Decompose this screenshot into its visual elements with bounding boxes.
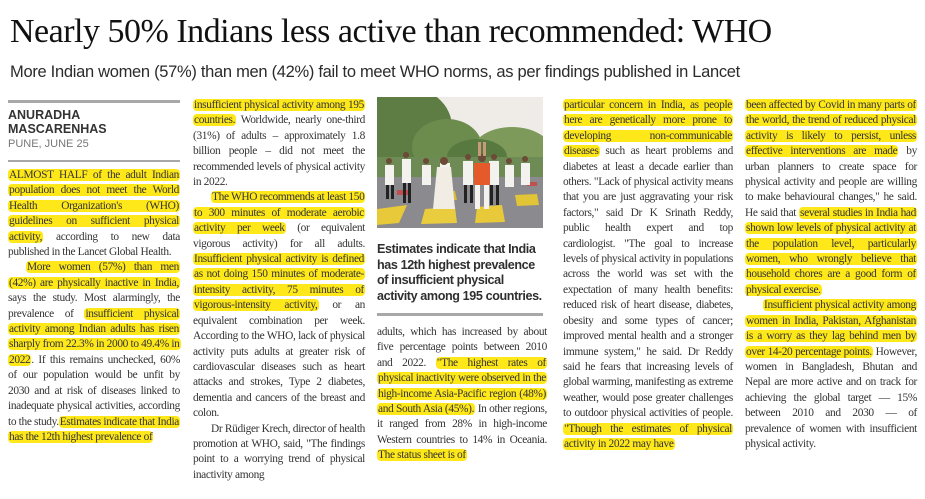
paragraph: Insufficient physical activity among wom… (745, 298, 917, 452)
column-1: ALMOST HALF of the adult Indian populati… (8, 168, 181, 445)
body-text: according to new data published in the L… (8, 230, 180, 259)
body-text: adults, which has increased by about fiv… (377, 326, 547, 369)
column-3: adults, which has increased by about fiv… (377, 325, 547, 464)
body-text: In other regions, it ranged from 28% in … (377, 403, 547, 446)
dateline: PUNE, JUNE 25 (8, 138, 89, 150)
byline-top-rule (8, 100, 180, 103)
body-text: such as heart problems and diabetes at l… (563, 145, 733, 420)
paragraph: been affected by Covid in many parts of … (745, 98, 917, 298)
highlighted-text: "Though the estimates of physical activi… (563, 422, 733, 450)
photo-caption: Estimates indicate that India has 12th h… (377, 242, 542, 303)
body-text: However, women in Bangladesh, Bhutan and… (745, 345, 917, 450)
author-name-line1: ANURADHA (8, 108, 81, 122)
column-4: particular concern in India, as people h… (563, 98, 733, 452)
body-text: Dr Rüdiger Krech, director of health pro… (193, 422, 365, 481)
body-text: by urban planners to create space for ph… (745, 145, 917, 219)
byline-bottom-rule (8, 160, 180, 162)
paragraph: particular concern in India, as people h… (563, 98, 733, 452)
body-text: (or equivalent vigorous activity) for al… (193, 222, 365, 250)
caption-bottom-rule (377, 313, 543, 316)
author-name-line2: MASCARENHAS (8, 122, 107, 136)
highlighted-text: several studies in India had shown low l… (745, 206, 917, 296)
paragraph: ALMOST HALF of the adult Indian populati… (8, 168, 180, 260)
highlighted-text: More women (57%) than men (42%) are phys… (8, 261, 180, 289)
byline: ANURADHA MASCARENHAS PUNE, JUNE 25 (8, 108, 180, 152)
body-text: says the study. Most alarmingly, the pre… (8, 292, 180, 320)
body-text: . If this remains unchecked, 60% of our … (8, 353, 180, 428)
paragraph: More women (57%) than men (42%) are phys… (8, 260, 181, 445)
body-text: Worldwide, nearly one-third (31%) of adu… (193, 114, 365, 189)
paragraph: The WHO recommends at least 150 to 300 m… (193, 190, 366, 421)
column-2: insufficient physical activity among 195… (193, 98, 366, 484)
highlighted-text: The status sheet is of (377, 449, 467, 462)
column-5: been affected by Covid in many parts of … (745, 98, 917, 452)
paragraph: insufficient physical activity among 195… (193, 98, 365, 190)
subheadline: More Indian women (57%) than men (42%) f… (10, 63, 740, 81)
article-photo (377, 97, 543, 228)
paragraph: adults, which has increased by about fiv… (377, 325, 547, 464)
paragraph: Dr Rüdiger Krech, director of health pro… (193, 422, 365, 484)
yoga-photo-icon (377, 97, 543, 228)
highlighted-text: been affected by Covid in many parts of … (745, 99, 917, 158)
body-text: or an equivalent combination per week. A… (193, 299, 365, 420)
headline: Nearly 50% Indians less active than reco… (10, 13, 772, 50)
